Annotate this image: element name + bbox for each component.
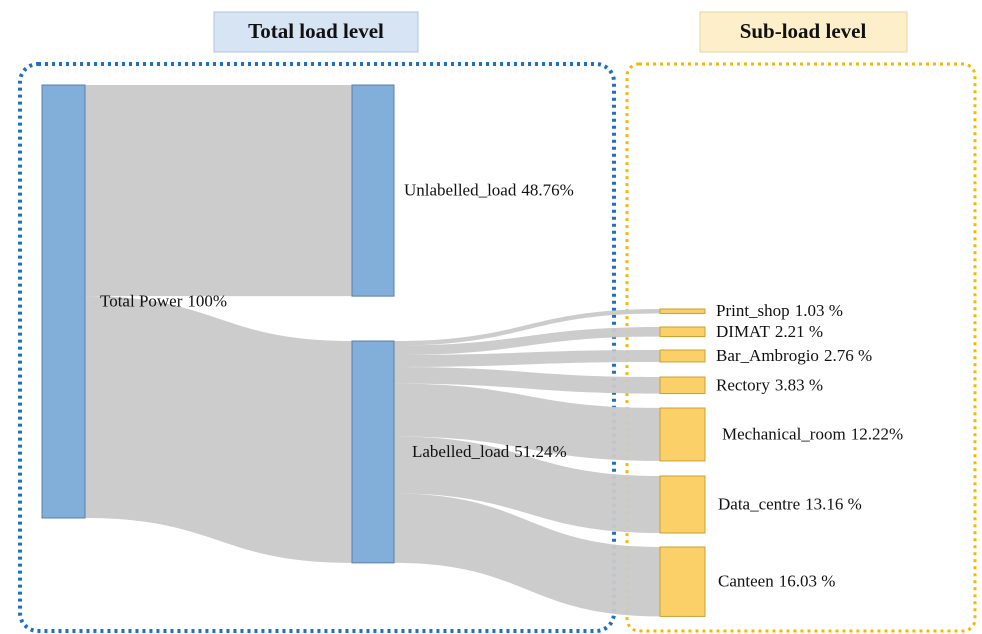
node-value-label: 51.24%	[514, 442, 566, 461]
node-name: Data_centre	[718, 494, 800, 513]
node	[41, 84, 86, 519]
node-value-label: 1.03 %	[795, 301, 843, 320]
node-label: Total Power 100%	[100, 291, 227, 310]
link	[85, 296, 352, 563]
node	[659, 475, 706, 534]
node-value-label: 2.21 %	[775, 322, 823, 341]
node	[659, 376, 706, 395]
node-name: DIMAT	[716, 322, 770, 341]
header-box	[213, 11, 419, 53]
node	[659, 407, 706, 462]
link	[394, 436, 660, 533]
node-label: DIMAT 2.21 %	[716, 322, 823, 341]
node-name: Rectory	[716, 375, 770, 394]
node-name: Labelled_load	[412, 442, 510, 461]
node-value-label: 2.76 %	[824, 346, 872, 365]
node-name: Print_shop	[716, 301, 790, 320]
node	[659, 308, 706, 314]
node-label: Labelled_load 51.24%	[412, 442, 567, 461]
header: Total load level	[248, 19, 384, 43]
node-label: Unlabelled_load 48.76%	[404, 180, 574, 199]
node-name: Unlabelled_load	[404, 180, 517, 199]
link	[394, 493, 660, 617]
link	[394, 327, 660, 356]
node-label: Mechanical_room 12.22%	[722, 424, 903, 443]
node	[659, 349, 706, 363]
header: Sub-load level	[740, 19, 867, 43]
link	[394, 309, 660, 346]
total-level-frame	[18, 62, 616, 633]
link	[85, 85, 352, 297]
node-name: Total Power	[100, 291, 183, 310]
node-value-label: 3.83 %	[775, 375, 823, 394]
node-label: Bar_Ambrogio 2.76 %	[716, 346, 872, 365]
node-value-label: 12.22%	[851, 424, 903, 443]
header-box	[699, 11, 908, 53]
link	[394, 383, 660, 461]
node-name: Bar_Ambrogio	[716, 346, 819, 365]
node-label: Rectory 3.83 %	[716, 375, 823, 394]
node-value-label: 13.16 %	[805, 494, 862, 513]
node	[351, 340, 395, 564]
node	[659, 326, 706, 338]
link	[394, 350, 660, 367]
sub-level-frame	[625, 62, 977, 633]
node	[351, 84, 395, 297]
node-label: Print_shop 1.03 %	[716, 301, 843, 320]
node-value-label: 16.03 %	[779, 572, 836, 591]
node	[659, 546, 706, 617]
node-value-label: 48.76%	[521, 180, 573, 199]
node-name: Canteen	[718, 572, 774, 591]
link	[394, 366, 660, 394]
node-name: Mechanical_room	[722, 424, 846, 443]
node-label: Canteen 16.03 %	[718, 572, 835, 591]
node-label: Data_centre 13.16 %	[718, 494, 862, 513]
node-value-label: 100%	[187, 291, 227, 310]
